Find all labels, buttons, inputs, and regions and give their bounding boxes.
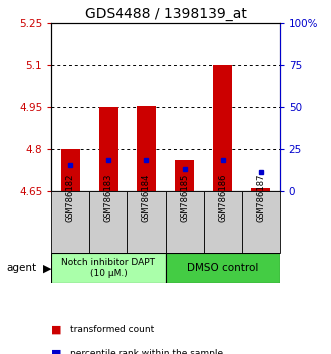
Bar [242, 191, 280, 253]
Bar [175, 160, 194, 191]
Text: Notch inhibitor DAPT
(10 μM.): Notch inhibitor DAPT (10 μM.) [62, 258, 155, 278]
Text: agent: agent [7, 263, 37, 273]
Text: GSM786187: GSM786187 [256, 174, 265, 222]
Text: GSM786183: GSM786183 [104, 174, 113, 222]
Text: GSM786182: GSM786182 [66, 174, 75, 222]
Bar [204, 191, 242, 253]
Bar [89, 191, 127, 253]
Text: ■: ■ [51, 348, 62, 354]
Title: GDS4488 / 1398139_at: GDS4488 / 1398139_at [84, 7, 247, 21]
Text: DMSO control: DMSO control [187, 263, 258, 273]
Bar [127, 191, 166, 253]
Text: ▶: ▶ [43, 263, 52, 273]
Bar [51, 253, 166, 283]
Bar [166, 253, 280, 283]
Bar [213, 65, 232, 191]
Bar [251, 188, 270, 191]
Text: GSM786185: GSM786185 [180, 174, 189, 222]
Bar [166, 191, 204, 253]
Bar [99, 107, 118, 191]
Text: transformed count: transformed count [70, 325, 154, 334]
Text: GSM786186: GSM786186 [218, 174, 227, 222]
Bar [137, 106, 156, 191]
Bar [51, 191, 89, 253]
Text: percentile rank within the sample: percentile rank within the sample [70, 349, 223, 354]
Text: GSM786184: GSM786184 [142, 174, 151, 222]
Text: ■: ■ [51, 324, 62, 334]
Bar [61, 149, 80, 191]
